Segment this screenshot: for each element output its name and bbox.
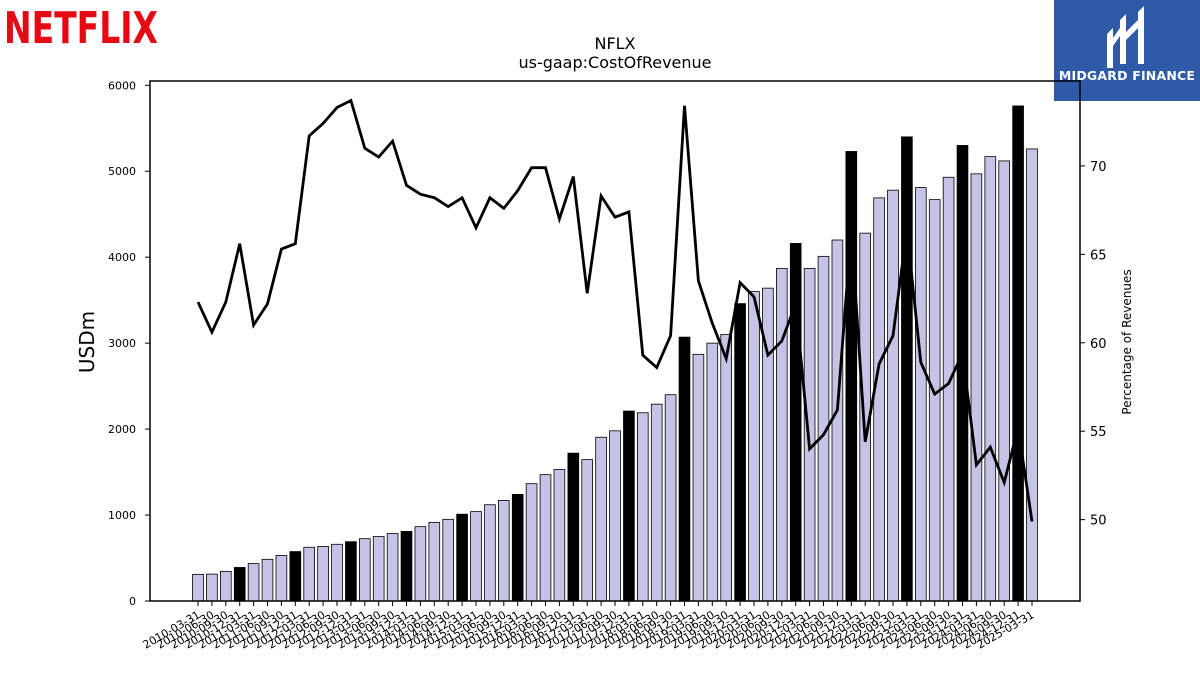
bar	[456, 513, 468, 602]
bar	[1012, 105, 1024, 602]
y-tick-label: 4000	[108, 251, 136, 264]
chart-title: NFLX	[594, 34, 635, 53]
y2-axis-label: Percentage of Revenues	[1120, 269, 1134, 414]
y2-tick-label: 60	[1090, 337, 1107, 352]
bar	[581, 459, 593, 602]
bar	[873, 197, 885, 602]
y2-tick-label: 50	[1090, 514, 1107, 529]
bar	[609, 430, 621, 602]
bar	[789, 243, 802, 602]
bar	[901, 136, 913, 602]
bar	[637, 412, 649, 602]
bar	[887, 189, 899, 602]
bar	[1026, 148, 1038, 602]
y-tick-label: 6000	[108, 79, 136, 92]
percentage-line	[196, 98, 1034, 522]
bar	[484, 504, 496, 602]
bar	[553, 469, 566, 602]
bar	[942, 176, 955, 602]
bar	[289, 551, 302, 602]
y-tick-label: 3000	[108, 337, 136, 350]
bar	[678, 336, 691, 602]
bar	[567, 452, 580, 602]
bar	[331, 543, 343, 602]
axes: 010002000300040005000600050556065702010-…	[108, 79, 1107, 651]
netflix-logo: NETFLIX	[4, 3, 158, 48]
bar	[539, 474, 552, 602]
bar	[734, 303, 746, 602]
bar	[664, 394, 677, 602]
bar	[442, 518, 454, 602]
y2-tick-label: 70	[1090, 160, 1107, 175]
y-tick-label: 5000	[108, 165, 136, 178]
bar	[303, 546, 315, 602]
chart-subtitle: us-gaap:CostOfRevenue	[518, 53, 711, 72]
midgard-finance-logo: MIDGARD FINANCE	[1054, 0, 1200, 101]
bar	[845, 151, 858, 602]
bar	[915, 187, 927, 602]
bar	[233, 567, 246, 602]
bar	[372, 536, 385, 602]
bar	[206, 573, 218, 602]
y-tick-label: 2000	[108, 423, 136, 436]
bar	[386, 533, 399, 602]
midgard-logo-text: MIDGARD FINANCE	[1058, 68, 1196, 83]
bar	[706, 342, 719, 602]
bar	[831, 239, 844, 602]
y2-tick-label: 65	[1090, 248, 1107, 263]
bar	[928, 199, 941, 602]
bar	[748, 291, 760, 602]
bar	[400, 530, 413, 602]
bar	[428, 521, 441, 602]
bar	[720, 334, 732, 602]
line-series	[196, 98, 1034, 522]
y-tick-label: 0	[129, 595, 136, 608]
bar	[219, 570, 232, 602]
bar	[511, 494, 524, 602]
bar	[984, 156, 997, 602]
bar	[970, 173, 983, 602]
bar	[998, 160, 1010, 602]
bar	[623, 410, 635, 602]
bar	[650, 403, 663, 602]
bar	[261, 558, 274, 602]
y2-tick-label: 55	[1090, 425, 1107, 440]
y-tick-label: 1000	[108, 509, 136, 522]
y-axis-label: USDm	[75, 311, 99, 373]
bar	[192, 573, 204, 602]
bar	[692, 353, 705, 602]
bar	[317, 546, 329, 602]
bar	[414, 526, 427, 602]
netflix-logo-text: NETFLIX	[4, 3, 158, 48]
midgard-mark-icon	[1107, 6, 1144, 68]
bar	[247, 563, 260, 602]
bar	[525, 483, 538, 602]
bar	[470, 511, 482, 602]
bar	[358, 538, 371, 602]
bar	[776, 267, 788, 602]
bar	[497, 500, 510, 602]
bar	[275, 555, 288, 602]
bar	[595, 436, 607, 602]
bar-series	[192, 105, 1038, 602]
bar	[345, 541, 357, 602]
